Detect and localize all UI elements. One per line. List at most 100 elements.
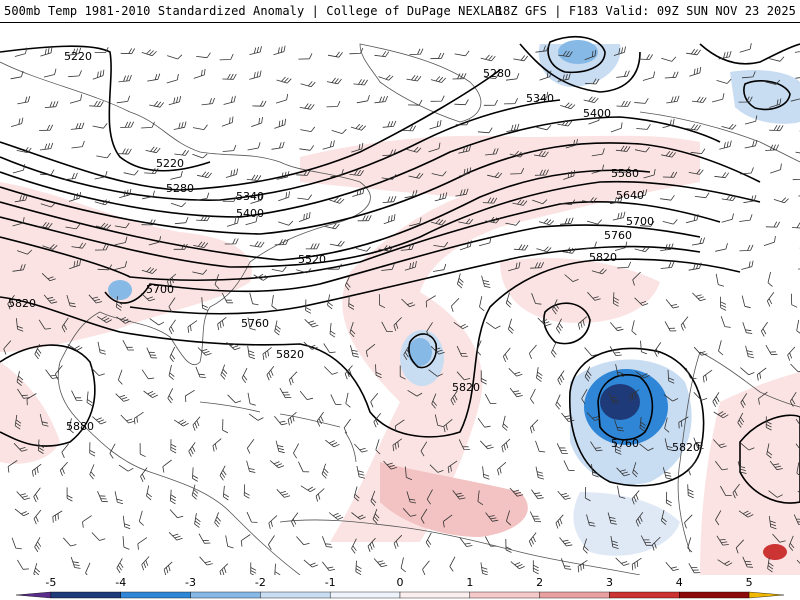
wind-barb [537,317,552,327]
map-svg: 5220522052805340540055205700576058205820… [0,36,800,575]
wind-barb [271,266,287,272]
wind-barb [740,367,755,376]
wind-barb [563,460,575,471]
wind-barb [192,467,199,482]
warm-anomaly-northeast [500,258,660,323]
wind-barb [711,93,725,103]
wind-barb [16,147,32,153]
wind-barb [477,418,491,428]
wind-barb [513,244,529,251]
wind-barb [796,462,800,477]
wind-barb [531,293,542,305]
wind-barb [227,394,242,404]
anomaly-shading [0,40,800,575]
wind-barb [582,538,589,554]
wind-barb [274,239,289,246]
wind-barb [721,194,737,201]
wind-barb [608,392,620,404]
warm-anomaly-us [0,182,252,352]
wind-barb [615,145,631,152]
wind-barb [455,188,469,197]
wind-barb [343,418,351,434]
wind-barb [561,412,575,422]
wind-barb [403,344,411,361]
wind-barb [661,150,677,158]
contour-5820-east-low [569,347,705,487]
wind-barb [293,443,300,459]
wind-barb [168,319,176,335]
wind-barb [247,345,256,360]
wind-barb [684,514,693,529]
wind-barb [141,556,150,571]
wind-barb [789,391,797,407]
wind-barb [662,118,675,129]
colorbar-tick-label: -3 [185,576,196,589]
wind-barb [476,340,482,356]
wind-barb [664,321,677,332]
wind-barb [86,391,93,407]
wind-barb [168,95,182,106]
wind-barb [141,121,155,129]
contour-label: 5820 [276,348,304,361]
wind-barb [12,263,26,272]
wind-barb [530,262,544,269]
colorbar-tick-label: -5 [45,576,56,589]
wind-barb [532,199,548,205]
wind-barb [192,153,208,159]
wind-barb [505,538,512,553]
wind-barb [661,510,667,526]
wind-barb [166,73,179,84]
wind-barb [327,294,334,310]
wind-barb [365,343,376,357]
wind-barb [375,439,381,455]
wind-barb [481,275,491,288]
wind-barb [642,71,655,81]
wind-barb [196,215,211,222]
wind-barb [142,190,155,200]
wind-barb [795,77,800,79]
wind-barb [664,438,674,451]
wind-barb [170,202,187,208]
wind-barb [378,74,394,81]
wind-barb [558,50,573,57]
wind-barb [271,141,285,150]
contour-label: 5760 [241,317,269,330]
wind-barb [665,562,679,571]
colorbar-tick-label: 4 [676,576,683,589]
wind-barb [560,558,572,570]
contour-5760 [129,245,701,315]
wind-barb [765,79,781,85]
wind-barb [477,490,484,506]
wind-barb [140,467,148,482]
wind-barb [559,537,573,547]
wind-barb [791,222,800,229]
wind-barb [560,102,576,110]
wind-barb [484,536,497,547]
colorbar-bin [260,591,331,599]
wind-barb [433,263,447,272]
contour-label: 5340 [526,92,554,105]
wind-barb [173,121,187,130]
wind-barb [433,241,449,248]
wind-barb [556,318,563,334]
wind-barb [219,563,229,575]
wind-barb [11,537,22,550]
wind-barb [790,363,800,373]
wind-barb [12,217,25,227]
wind-barb [530,388,536,404]
wind-barb [443,418,453,433]
wind-barb [610,535,619,549]
wind-barb [535,45,549,53]
wind-barb [795,418,800,426]
wind-barb [632,462,639,478]
wind-barb [794,51,800,53]
wind-barb [148,236,161,246]
wind-barb [765,144,779,151]
wind-barb [193,241,209,248]
cold-anomaly-greenland-core [558,40,598,64]
wind-barb [138,510,144,526]
wind-barb [194,513,201,528]
wind-barb [458,167,472,177]
wind-barb [477,127,493,134]
wind-barb [214,274,220,290]
